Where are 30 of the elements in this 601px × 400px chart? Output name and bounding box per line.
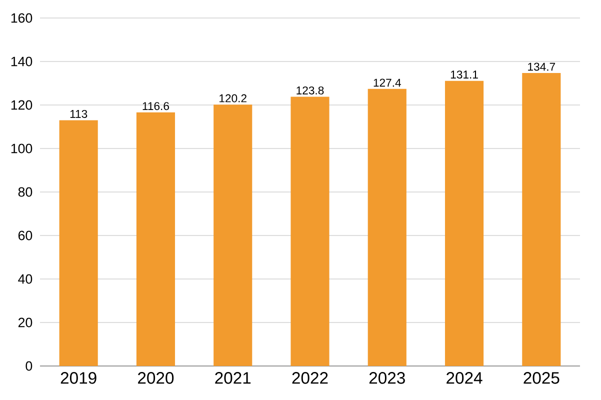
x-tick-label: 2022 [292,372,328,384]
bar [290,96,330,366]
y-tick-label: 160 [11,13,32,23]
bar [136,112,176,366]
x-tick-label: 2025 [524,372,560,384]
x-tick-label: 2021 [215,372,251,384]
y-tick-label: 40 [18,274,32,284]
y-tick-label: 140 [11,56,32,66]
bar [368,88,406,366]
x-tick-label: 2023 [369,372,405,384]
y-tick-label: 20 [18,318,32,328]
x-tick-label: 2020 [138,372,174,384]
bar [214,104,252,366]
y-tick-label: 60 [18,230,32,240]
y-tick-label: 80 [18,187,32,197]
data-label: 120.2 [220,94,246,102]
y-tick-label: 120 [11,100,32,110]
bar [59,120,98,366]
bar [444,80,484,366]
data-label: 134.7 [528,62,556,71]
data-label: 123.8 [296,86,324,94]
y-tick-label: 0 [26,361,32,371]
x-tick-label: 2019 [60,372,96,384]
data-label: 127.4 [374,78,401,87]
y-tick-label: 100 [11,144,32,154]
data-label: 113 [70,110,88,118]
data-label: 116.6 [142,102,169,110]
x-tick-label: 2024 [446,372,482,384]
bar [522,73,561,366]
data-label: 131.1 [450,70,478,79]
